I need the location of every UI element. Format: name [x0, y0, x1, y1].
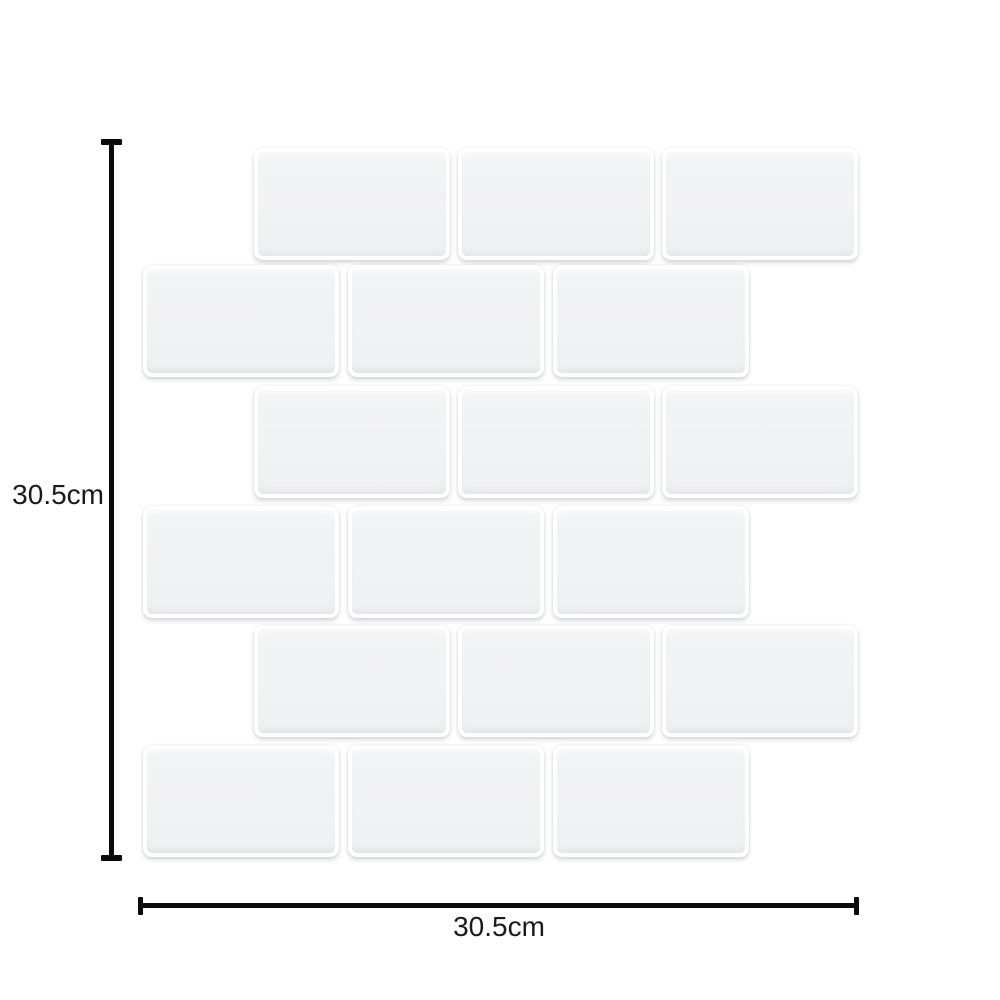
- width-dimension-right-cap: [854, 897, 859, 915]
- width-dimension-left-cap: [138, 897, 143, 915]
- subway-tile: [254, 148, 450, 260]
- subway-tile: [662, 148, 858, 260]
- subway-tile: [143, 265, 339, 377]
- height-dimension-label: 30.5cm: [12, 479, 104, 510]
- subway-tile: [143, 745, 339, 857]
- subway-tile: [348, 506, 544, 618]
- subway-tile: [458, 386, 654, 498]
- width-dimension-line: [140, 903, 858, 908]
- subway-tile: [458, 148, 654, 260]
- subway-tile: [553, 506, 749, 618]
- subway-tile: [662, 386, 858, 498]
- subway-tile: [254, 386, 450, 498]
- height-dimension-line: [109, 139, 114, 861]
- width-dimension-label: 30.5cm: [453, 911, 545, 942]
- subway-tile: [553, 745, 749, 857]
- subway-tile: [348, 265, 544, 377]
- subway-tile: [458, 625, 654, 737]
- height-dimension-bottom-cap: [101, 855, 122, 861]
- subway-tile: [662, 625, 858, 737]
- subway-tile: [348, 745, 544, 857]
- subway-tile: [553, 265, 749, 377]
- height-dimension-top-cap: [101, 139, 122, 145]
- subway-tile: [254, 625, 450, 737]
- subway-tile: [143, 506, 339, 618]
